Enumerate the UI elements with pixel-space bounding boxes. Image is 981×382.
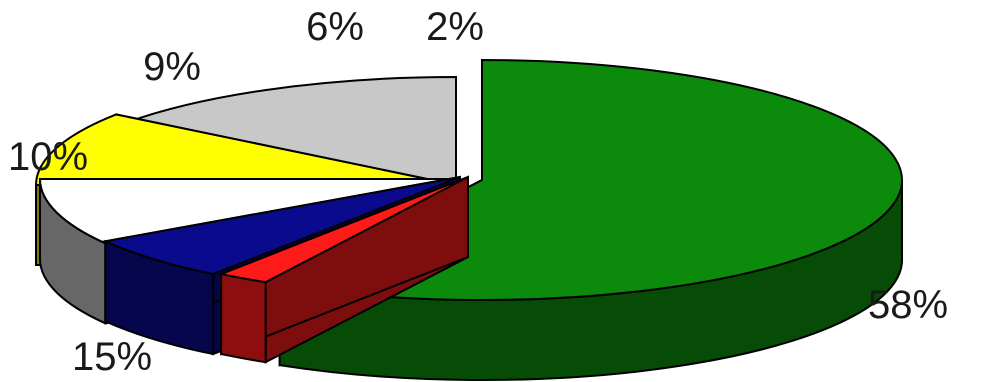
slice-label: 2% — [426, 5, 484, 49]
slice-label: 15% — [72, 335, 152, 379]
slice-2% — [217, 175, 469, 364]
slice-label: 58% — [868, 283, 948, 327]
slice-label: 6% — [306, 5, 364, 49]
slice-label: 9% — [143, 45, 201, 89]
pie-labels: 58% 2% 6% 9% 10% 15% — [8, 5, 948, 379]
slice-label: 10% — [8, 135, 88, 179]
pie-slices — [34, 58, 903, 381]
